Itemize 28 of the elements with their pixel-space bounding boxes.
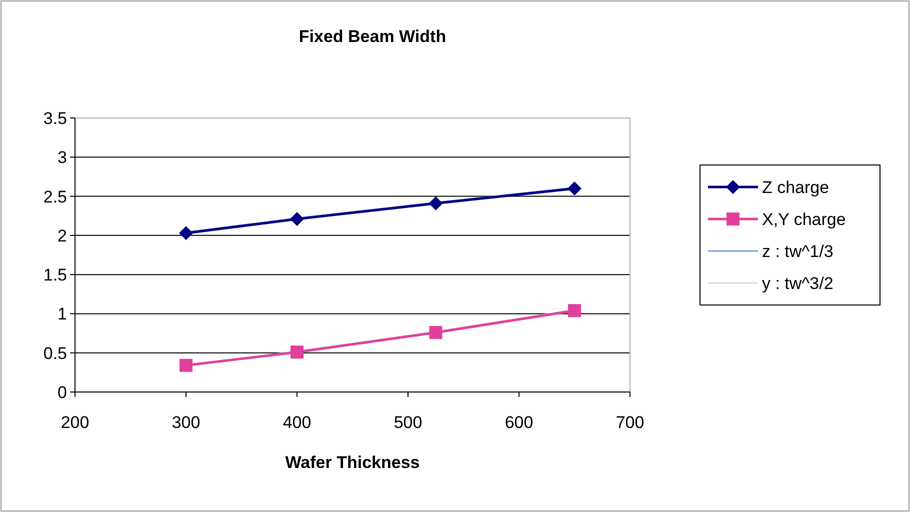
x-axis-title: Wafer Thickness	[285, 453, 420, 472]
legend-label: Z charge	[762, 178, 830, 197]
x-tick-label: 400	[282, 413, 312, 432]
y-tick-label: 1.5	[43, 266, 67, 285]
x-tick-label: 600	[504, 413, 534, 432]
y-tick-label: 0	[58, 383, 67, 402]
x-tick-label: 500	[394, 413, 422, 432]
chart-title: Fixed Beam Width	[298, 27, 446, 46]
point	[428, 196, 443, 210]
point	[179, 226, 193, 240]
y-tick-label: 3.5	[43, 109, 67, 128]
y-tick-label: 2.5	[43, 187, 67, 206]
x-tick-label: 200	[60, 413, 90, 432]
y-tick-label: 0.5	[43, 344, 67, 363]
point	[568, 304, 581, 318]
legend-label: X,Y charge	[762, 210, 846, 229]
point	[568, 181, 582, 196]
point	[290, 212, 304, 226]
point	[180, 358, 192, 372]
y-tick-label: 2	[58, 226, 67, 246]
legend-label: z : tw^1/3	[762, 242, 834, 261]
x-tick-label: 700	[616, 413, 644, 432]
point	[429, 326, 442, 340]
y-tick-label: 1	[58, 304, 67, 324]
legend-label: y : tw^3/2	[762, 274, 834, 293]
y-tick-label: 3	[58, 148, 67, 168]
point	[290, 346, 304, 359]
x-tick-label: 300	[172, 413, 200, 432]
